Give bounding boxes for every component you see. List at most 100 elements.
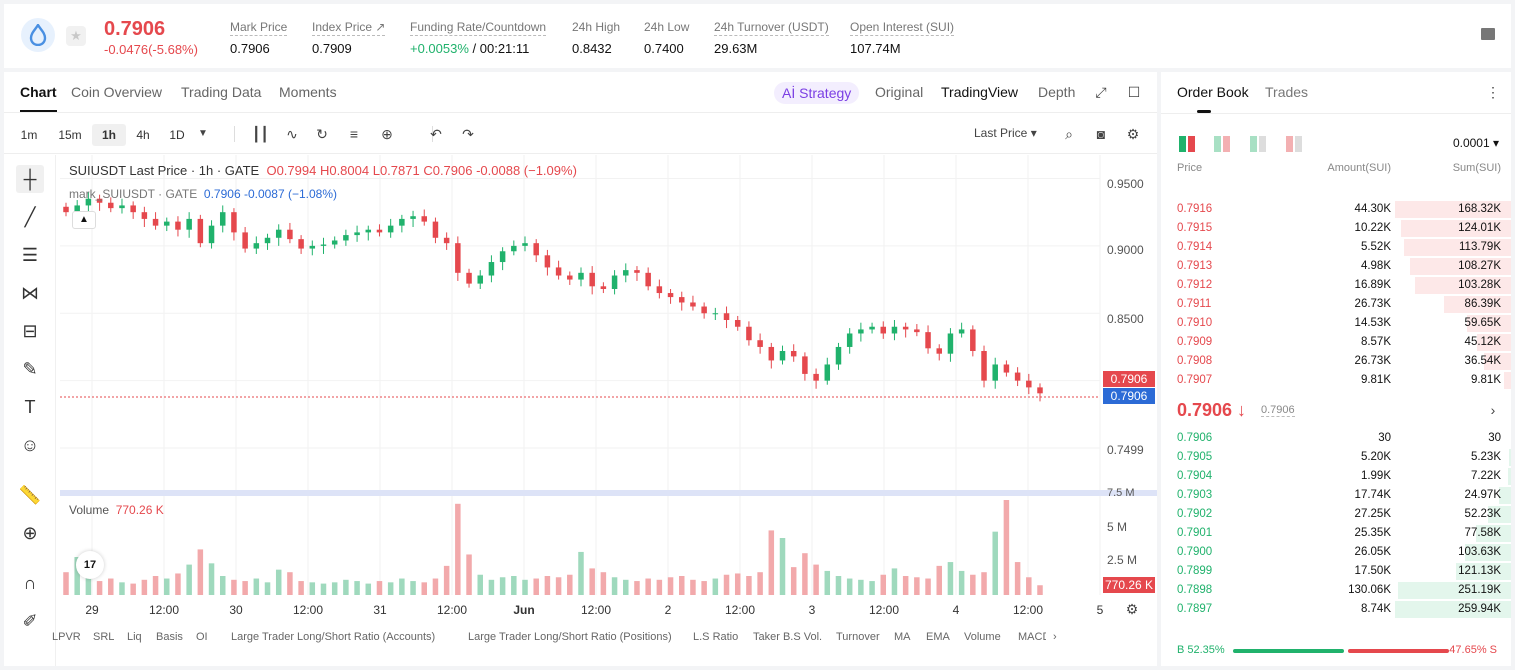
layout-asks-only-icon[interactable] bbox=[1286, 136, 1302, 152]
indicator-volume[interactable]: Volume bbox=[964, 631, 1001, 643]
indicator-lt-positions[interactable]: Large Trader Long/Short Ratio (Positions… bbox=[468, 631, 672, 643]
bid-row[interactable]: 0.7906 30 30 bbox=[1161, 429, 1511, 448]
last-price-selector[interactable]: Last Price ▾ bbox=[974, 126, 1037, 140]
tab-original[interactable]: Original bbox=[875, 84, 924, 100]
stat-24h-turnover[interactable]: 24h Turnover (USDT) 29.63M bbox=[714, 20, 829, 56]
tab-depth[interactable]: Depth bbox=[1038, 84, 1076, 100]
fib-icon[interactable]: ☰ bbox=[21, 245, 39, 265]
gear-icon[interactable]: ⚙ bbox=[1125, 601, 1139, 617]
layout-asks-icon[interactable] bbox=[1250, 136, 1266, 152]
order-price: 0.7914 bbox=[1177, 241, 1213, 253]
interval-1d[interactable]: 1D bbox=[169, 128, 185, 142]
indicator-taker-vol[interactable]: Taker B.S Vol. bbox=[753, 631, 823, 643]
ask-row[interactable]: 0.7909 8.57K 45.12K bbox=[1161, 333, 1511, 352]
gear-icon[interactable]: ⚙ bbox=[1126, 126, 1140, 142]
magnet-icon[interactable]: ∩ bbox=[23, 573, 37, 593]
tab-moments[interactable]: Moments bbox=[279, 84, 337, 100]
strategy-button[interactable]: Aİ Strategy bbox=[774, 82, 860, 104]
guide-book-icon[interactable] bbox=[1481, 28, 1495, 40]
interval-15m[interactable]: 15m bbox=[58, 128, 82, 142]
indicator-turnover[interactable]: Turnover bbox=[836, 631, 880, 643]
collapse-legend-icon[interactable]: ▲ bbox=[72, 211, 96, 229]
bid-row[interactable]: 0.7898 130.06K 251.19K bbox=[1161, 581, 1511, 600]
indicator-oi[interactable]: OI bbox=[196, 631, 208, 643]
prediction-icon[interactable]: ⊟ bbox=[22, 321, 38, 341]
bid-row[interactable]: 0.7904 1.99K 7.22K bbox=[1161, 467, 1511, 486]
stat-mark-price[interactable]: Mark Price 0.7906 bbox=[230, 20, 288, 56]
tab-tradingview[interactable]: TradingView bbox=[941, 84, 1019, 100]
layout-bids-icon[interactable] bbox=[1214, 136, 1230, 152]
add-alert-icon[interactable]: ⊕ bbox=[381, 126, 393, 142]
indicators-icon[interactable]: ∿ bbox=[286, 126, 298, 142]
stat-index-price[interactable]: Index Price ↗ 0.7909 bbox=[312, 20, 386, 56]
zoom-in-icon[interactable]: ⊕ bbox=[22, 523, 38, 543]
interval-4h[interactable]: 4h bbox=[136, 128, 150, 142]
candle-body bbox=[880, 326, 887, 334]
bid-row[interactable]: 0.7900 26.05K 103.63K bbox=[1161, 543, 1511, 562]
camera-icon[interactable]: ◙ bbox=[1096, 126, 1106, 142]
templates-icon[interactable]: ≡ bbox=[349, 126, 359, 142]
ask-row[interactable]: 0.7916 44.30K 168.32K bbox=[1161, 200, 1511, 219]
stat-open-interest[interactable]: Open Interest (SUI) 107.74M bbox=[850, 20, 955, 56]
ask-row[interactable]: 0.7911 26.73K 86.39K bbox=[1161, 295, 1511, 314]
tab-coin-overview[interactable]: Coin Overview bbox=[71, 84, 163, 100]
pattern-icon[interactable]: ⋈ bbox=[21, 283, 39, 303]
candle-body bbox=[96, 198, 103, 203]
ask-row[interactable]: 0.7915 10.22K 124.01K bbox=[1161, 219, 1511, 238]
chart-area[interactable]: SUIUSDT Last Price · 1h · GATE O0.7994 H… bbox=[52, 155, 1157, 666]
search-icon[interactable]: ⌕ bbox=[1065, 126, 1073, 142]
text-icon[interactable]: T bbox=[24, 397, 36, 417]
candle-body bbox=[186, 218, 192, 230]
lock-drawing-icon[interactable]: ✐ bbox=[22, 611, 38, 631]
ruler-icon[interactable]: 📏 bbox=[18, 485, 42, 505]
ask-row[interactable]: 0.7910 14.53K 59.65K bbox=[1161, 314, 1511, 333]
ask-row[interactable]: 0.7908 26.73K 36.54K bbox=[1161, 352, 1511, 371]
more-options-icon[interactable]: ⋮ bbox=[1486, 84, 1500, 100]
window-icon[interactable]: ☐ bbox=[1127, 84, 1141, 100]
indicator-srl[interactable]: SRL bbox=[93, 631, 115, 643]
bid-row[interactable]: 0.7903 17.74K 24.97K bbox=[1161, 486, 1511, 505]
replay-icon[interactable]: ↻ bbox=[316, 126, 328, 142]
ask-row[interactable]: 0.7914 5.52K 113.79K bbox=[1161, 238, 1511, 257]
bid-row[interactable]: 0.7902 27.25K 52.23K bbox=[1161, 505, 1511, 524]
undo-icon[interactable]: ↶ bbox=[430, 126, 442, 142]
volume-bar bbox=[477, 574, 483, 595]
favorite-star-icon[interactable]: ★ bbox=[66, 26, 86, 46]
indicator-lpvr[interactable]: LPVR bbox=[52, 631, 81, 643]
stat-funding-rate[interactable]: Funding Rate/Countdown +0.0053% / 00:21:… bbox=[410, 20, 547, 56]
indicator-macd[interactable]: MACD bbox=[1018, 631, 1046, 643]
precision-select[interactable]: 0.0001 ▾ bbox=[1452, 136, 1499, 150]
indicator-ls-ratio[interactable]: L.S Ratio bbox=[693, 631, 739, 643]
redo-icon[interactable]: ↷ bbox=[462, 126, 474, 142]
interval-1h[interactable]: 1h bbox=[92, 124, 126, 146]
tab-trading-data[interactable]: Trading Data bbox=[181, 84, 262, 100]
chevron-right-icon[interactable]: › bbox=[1490, 402, 1496, 418]
tab-order-book[interactable]: Order Book bbox=[1177, 84, 1249, 113]
brush-icon[interactable]: ✎ bbox=[22, 359, 38, 379]
ask-row[interactable]: 0.7912 16.89K 103.28K bbox=[1161, 276, 1511, 295]
bid-row[interactable]: 0.7905 5.20K 5.23K bbox=[1161, 448, 1511, 467]
indicator-liq[interactable]: Liq bbox=[127, 631, 142, 643]
ask-row[interactable]: 0.7913 4.98K 108.27K bbox=[1161, 257, 1511, 276]
candlestick-chart[interactable] bbox=[60, 155, 1157, 621]
bid-row[interactable]: 0.7901 25.35K 77.58K bbox=[1161, 524, 1511, 543]
emoji-icon[interactable]: ☺ bbox=[20, 435, 40, 455]
interval-1m[interactable]: 1m bbox=[20, 128, 38, 142]
indicator-ema[interactable]: EMA bbox=[926, 631, 950, 643]
interval-dropdown-icon[interactable]: ▼ bbox=[198, 128, 208, 139]
tab-trades[interactable]: Trades bbox=[1265, 84, 1309, 100]
layout-both-icon[interactable] bbox=[1179, 136, 1195, 152]
candle-type-icon[interactable]: ┃┃ bbox=[252, 126, 269, 142]
indicator-basis[interactable]: Basis bbox=[156, 631, 183, 643]
volume-bar bbox=[443, 565, 450, 595]
indicator-scroll-right-icon[interactable]: › bbox=[1053, 631, 1057, 643]
expand-icon[interactable]: ⤢ bbox=[1095, 84, 1107, 100]
crosshair-icon[interactable]: ┼ bbox=[16, 165, 44, 193]
bid-row[interactable]: 0.7899 17.50K 121.13K bbox=[1161, 562, 1511, 581]
indicator-lt-accounts[interactable]: Large Trader Long/Short Ratio (Accounts) bbox=[231, 631, 436, 643]
ask-row[interactable]: 0.7907 9.81K 9.81K bbox=[1161, 371, 1511, 390]
trend-line-icon[interactable]: ╱ bbox=[24, 207, 36, 227]
indicator-ma[interactable]: MA bbox=[894, 631, 911, 643]
tab-chart[interactable]: Chart bbox=[20, 84, 57, 112]
bid-row[interactable]: 0.7897 8.74K 259.94K bbox=[1161, 600, 1511, 619]
